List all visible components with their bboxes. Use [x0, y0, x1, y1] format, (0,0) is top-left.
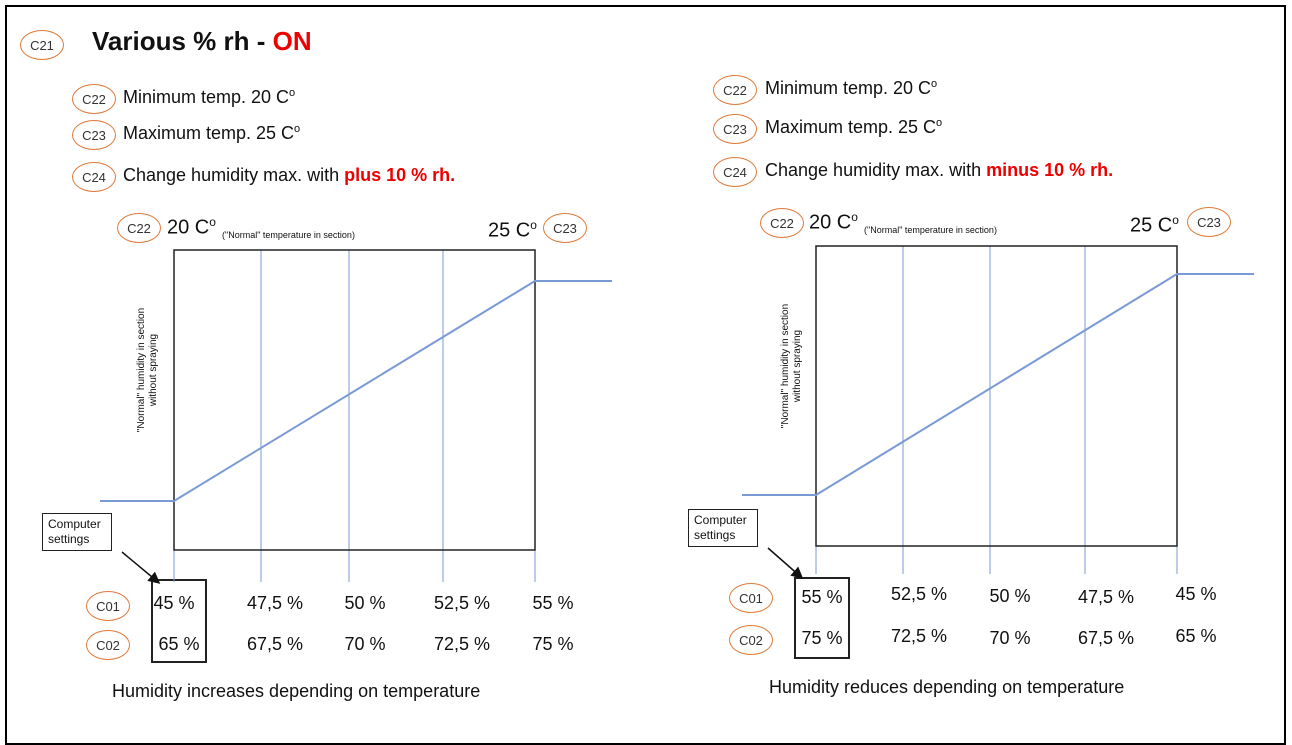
left-c01-value-3: 50 % [344, 593, 386, 613]
right-c01-value-1: 55 % [801, 587, 843, 607]
left-setting-min-temp: Minimum temp. 20 Co [123, 87, 296, 107]
left-c02-value-5: 75 % [532, 634, 574, 654]
right-setting-min-temp: Minimum temp. 20 Co [765, 78, 938, 98]
right-row-c02-badge: C02 [729, 625, 773, 655]
left-chart-min-badge: C22 [117, 213, 161, 243]
left-computer-settings-label: Computer settings [42, 513, 112, 551]
left-setting-change-humidity: Change humidity max. with plus 10 % rh. [123, 165, 456, 185]
right-c01-value-4: 47,5 % [1077, 587, 1135, 607]
left-chart-max-temp: 25 Co [488, 218, 537, 242]
left-setting-2-badge: C23 [72, 120, 116, 150]
left-chart-max-badge: C23 [543, 213, 587, 243]
badge-c21: C21 [20, 30, 64, 60]
right-caption: Humidity reduces depending on temperatur… [769, 677, 1125, 697]
right-c01-value-5: 45 % [1175, 584, 1217, 604]
right-c01-value-2: 52,5 % [890, 584, 948, 604]
right-setting-max-temp: Maximum temp. 25 Co [765, 117, 943, 137]
right-setting-1-badge: C22 [713, 75, 757, 105]
right-chart-frame [815, 245, 1178, 547]
right-c01-value-3: 50 % [989, 586, 1031, 606]
left-chart-frame [173, 249, 536, 551]
left-c02-value-1: 65 % [158, 634, 200, 654]
left-c01-value-5: 55 % [532, 593, 574, 613]
right-humidity-line [742, 273, 1254, 496]
page-title: Various % rh - ON [92, 26, 312, 57]
left-chart [100, 249, 612, 584]
left-c01-value-2: 47,5 % [246, 593, 304, 613]
right-chart [742, 245, 1254, 579]
right-setting-change-humidity: Change humidity max. with minus 10 % rh. [765, 160, 1114, 180]
right-chart-max-badge: C23 [1187, 207, 1231, 237]
right-c02-value-1: 75 % [801, 628, 843, 648]
left-computer-settings-box [151, 579, 207, 663]
right-computer-settings-box [794, 577, 850, 659]
left-c02-value-3: 70 % [344, 634, 386, 654]
left-setting-3-badge: C24 [72, 162, 116, 192]
right-setting-2-badge: C23 [713, 114, 757, 144]
right-c02-value-4: 67,5 % [1077, 628, 1135, 648]
right-chart-min-badge: C22 [760, 208, 804, 238]
right-computer-settings-label: Computer settings [688, 509, 758, 547]
right-setting-3-badge: C24 [713, 157, 757, 187]
left-c02-value-2: 67,5 % [246, 634, 304, 654]
left-setting-1-badge: C22 [72, 84, 116, 114]
left-chart-min-temp: 20 Co [167, 215, 216, 239]
right-c02-value-3: 70 % [989, 628, 1031, 648]
right-c02-value-2: 72,5 % [890, 626, 948, 646]
left-c02-value-4: 72,5 % [433, 634, 491, 654]
title-status: ON [272, 26, 312, 56]
left-c01-value-1: 45 % [153, 593, 195, 613]
right-c02-value-5: 65 % [1175, 626, 1217, 646]
left-row-c02-badge: C02 [86, 630, 130, 660]
diagram-graphics [100, 245, 1254, 584]
right-computer-settings-arrow [767, 547, 804, 579]
left-humidity-line [100, 280, 612, 502]
left-computer-settings-arrow [121, 551, 161, 584]
left-row-c01-badge: C01 [86, 591, 130, 621]
left-caption: Humidity increases depending on temperat… [112, 681, 481, 701]
left-chart-min-note: ("Normal" temperature in section) [222, 230, 355, 240]
title-prefix: Various % rh - [92, 26, 273, 56]
right-row-c01-badge: C01 [729, 583, 773, 613]
right-chart-min-temp: 20 Co [809, 210, 858, 234]
left-c01-value-4: 52,5 % [433, 593, 491, 613]
left-setting-max-temp: Maximum temp. 25 Co [123, 123, 301, 143]
right-chart-max-temp: 25 Co [1130, 213, 1179, 237]
right-chart-min-note: ("Normal" temperature in section) [864, 225, 997, 235]
